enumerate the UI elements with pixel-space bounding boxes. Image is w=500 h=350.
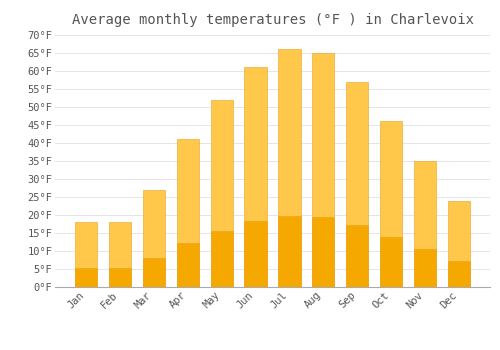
Bar [210, 100, 233, 287]
Bar [75, 222, 97, 287]
Bar [380, 121, 402, 287]
Bar [176, 243, 199, 287]
Bar [312, 217, 334, 287]
Bar [414, 249, 436, 287]
Bar [346, 82, 368, 287]
Bar [210, 231, 233, 287]
Bar [414, 161, 436, 287]
Bar [176, 139, 199, 287]
Bar [448, 201, 470, 287]
Title: Average monthly temperatures (°F ) in Charlevoix: Average monthly temperatures (°F ) in Ch… [72, 13, 473, 27]
Bar [346, 225, 368, 287]
Bar [312, 53, 334, 287]
Bar [244, 68, 266, 287]
Bar [278, 49, 300, 287]
Bar [448, 261, 470, 287]
Bar [244, 221, 266, 287]
Bar [108, 222, 131, 287]
Bar [142, 190, 165, 287]
Bar [75, 267, 97, 287]
Bar [142, 258, 165, 287]
Bar [278, 216, 300, 287]
Bar [108, 267, 131, 287]
Bar [380, 237, 402, 287]
